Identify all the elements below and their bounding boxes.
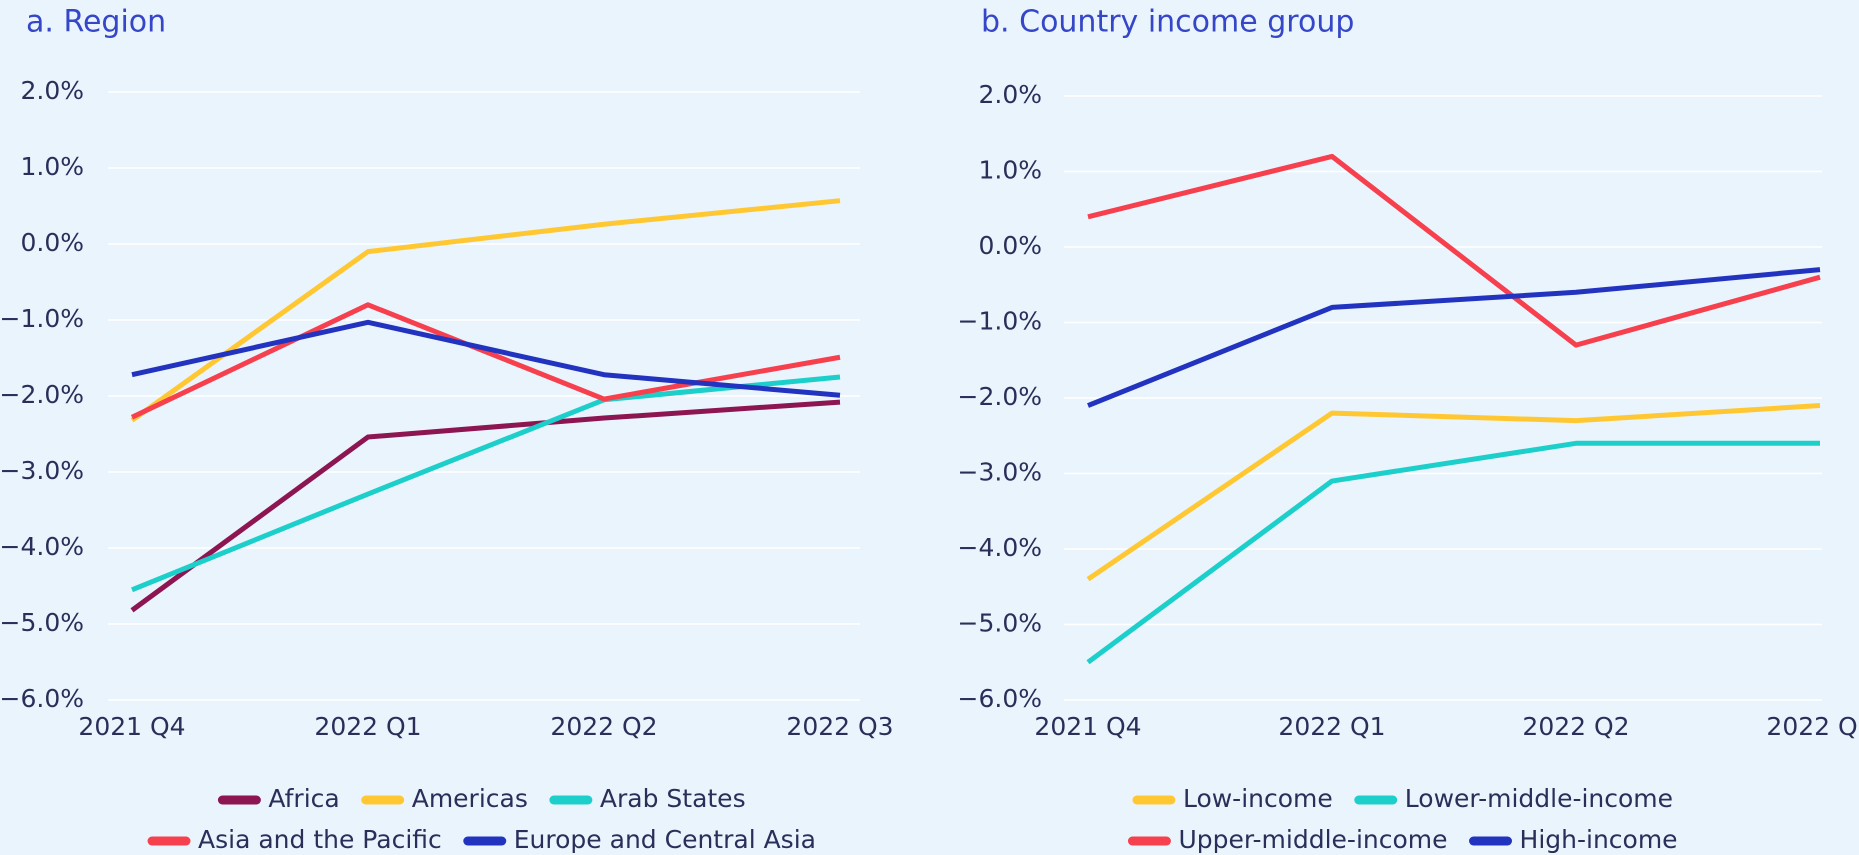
x-tick-label: 2022 Q2 (1522, 712, 1629, 741)
x-tick-label: 2022 Q3 (786, 712, 893, 741)
x-tick-label: 2021 Q4 (1034, 712, 1141, 741)
legend-label: High-income (1520, 825, 1678, 854)
y-tick-label: −5.0% (958, 609, 1042, 638)
series-line (1087, 267, 1821, 408)
legend-label: Low-income (1183, 784, 1333, 813)
legend-label: Arab States (600, 784, 746, 813)
legend-label: Asia and the Pacific (198, 825, 442, 854)
y-tick-label: −3.0% (0, 456, 84, 485)
y-tick-label: −4.0% (958, 533, 1042, 562)
series-line (131, 319, 841, 398)
y-tick-label: −5.0% (0, 608, 84, 637)
x-tick-label: 2022 Q2 (550, 712, 657, 741)
x-tick-label: 2022 Q1 (314, 712, 421, 741)
legend-row: Upper-middle-income High-income (1127, 825, 1678, 854)
legend-label: Europe and Central Asia (514, 825, 816, 854)
y-tick-label: 1.0% (978, 156, 1042, 185)
y-tick-label: 1.0% (20, 152, 84, 181)
legend-row: Asia and the Pacific Europe and Central A… (147, 825, 816, 854)
y-tick-label: −1.0% (958, 307, 1042, 336)
legend-row: Low-income Lower-middle-income (1132, 784, 1673, 813)
x-tick-label: 2022 Q1 (1278, 712, 1385, 741)
chart-title: a. Region (26, 5, 166, 40)
y-tick-label: −2.0% (0, 380, 84, 409)
series-line (130, 198, 841, 423)
series-line (130, 399, 841, 613)
x-tick-label: 2021 Q4 (78, 712, 185, 741)
y-tick-label: 0.0% (978, 231, 1042, 260)
y-tick-label: −6.0% (0, 684, 84, 713)
legend-row: Africa Americas Arab States (217, 784, 746, 813)
y-tick-label: −1.0% (0, 304, 84, 333)
chart-title: b. Country income group (981, 5, 1354, 40)
series-line (1086, 403, 1821, 582)
series-line (1087, 153, 1821, 348)
legend-label: Americas (412, 784, 528, 813)
y-tick-label: −3.0% (958, 458, 1042, 487)
y-tick-label: −4.0% (0, 532, 84, 561)
y-tick-label: 2.0% (20, 76, 84, 105)
legend-label: Africa (268, 784, 339, 813)
y-tick-label: 2.0% (978, 80, 1042, 109)
legend-label: Upper-middle-income (1178, 825, 1447, 854)
y-tick-label: −6.0% (958, 684, 1042, 713)
y-tick-label: −2.0% (958, 382, 1042, 411)
series-line (131, 374, 841, 593)
x-tick-label: 2022 Q3 (1766, 712, 1859, 741)
y-tick-label: 0.0% (20, 228, 84, 257)
legend-label: Lower-middle-income (1405, 784, 1673, 813)
series-line (130, 302, 841, 420)
series-line (1086, 440, 1820, 665)
